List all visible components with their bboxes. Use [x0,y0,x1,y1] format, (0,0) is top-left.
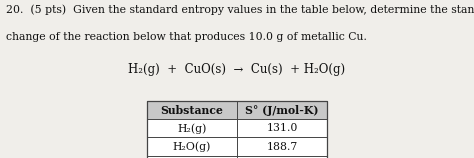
Bar [147,101,327,119]
Text: 20.  (5 pts)  Given the standard entropy values in the table below, determine th: 20. (5 pts) Given the standard entropy v… [6,5,474,15]
Bar [147,156,327,158]
Bar [147,137,327,156]
Bar [147,119,327,137]
Text: H₂(g): H₂(g) [177,123,207,134]
Text: S° (J/mol-K): S° (J/mol-K) [245,105,319,116]
Bar [147,101,327,158]
Text: H₂(g)  +  CuO(s)  →  Cu(s)  + H₂O(g): H₂(g) + CuO(s) → Cu(s) + H₂O(g) [128,63,346,76]
Text: 188.7: 188.7 [266,142,298,152]
Text: Substance: Substance [161,105,223,116]
Text: 131.0: 131.0 [266,123,298,133]
Text: change of the reaction below that produces 10.0 g of metallic Cu.: change of the reaction below that produc… [6,32,366,42]
Text: H₂O(g): H₂O(g) [173,141,211,152]
